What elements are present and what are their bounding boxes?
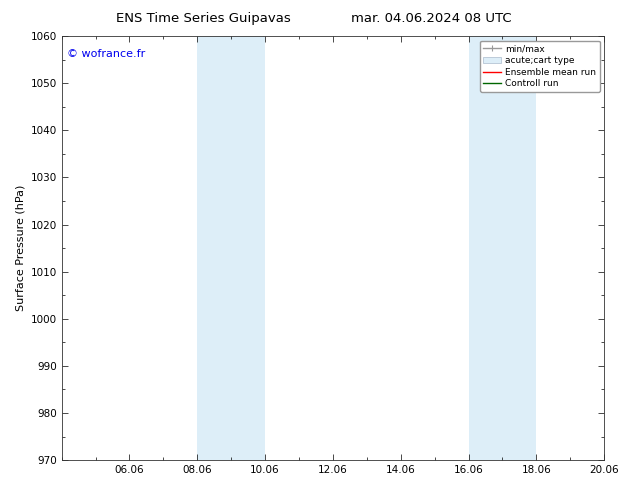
Text: © wofrance.fr: © wofrance.fr (67, 49, 145, 59)
Legend: min/max, acute;cart type, Ensemble mean run, Controll run: min/max, acute;cart type, Ensemble mean … (480, 41, 600, 92)
Bar (197, 36, 265, 460)
Text: mar. 04.06.2024 08 UTC: mar. 04.06.2024 08 UTC (351, 12, 512, 25)
Y-axis label: Surface Pressure (hPa): Surface Pressure (hPa) (15, 185, 25, 311)
Bar (469, 36, 536, 460)
Text: ENS Time Series Guipavas: ENS Time Series Guipavas (115, 12, 290, 25)
